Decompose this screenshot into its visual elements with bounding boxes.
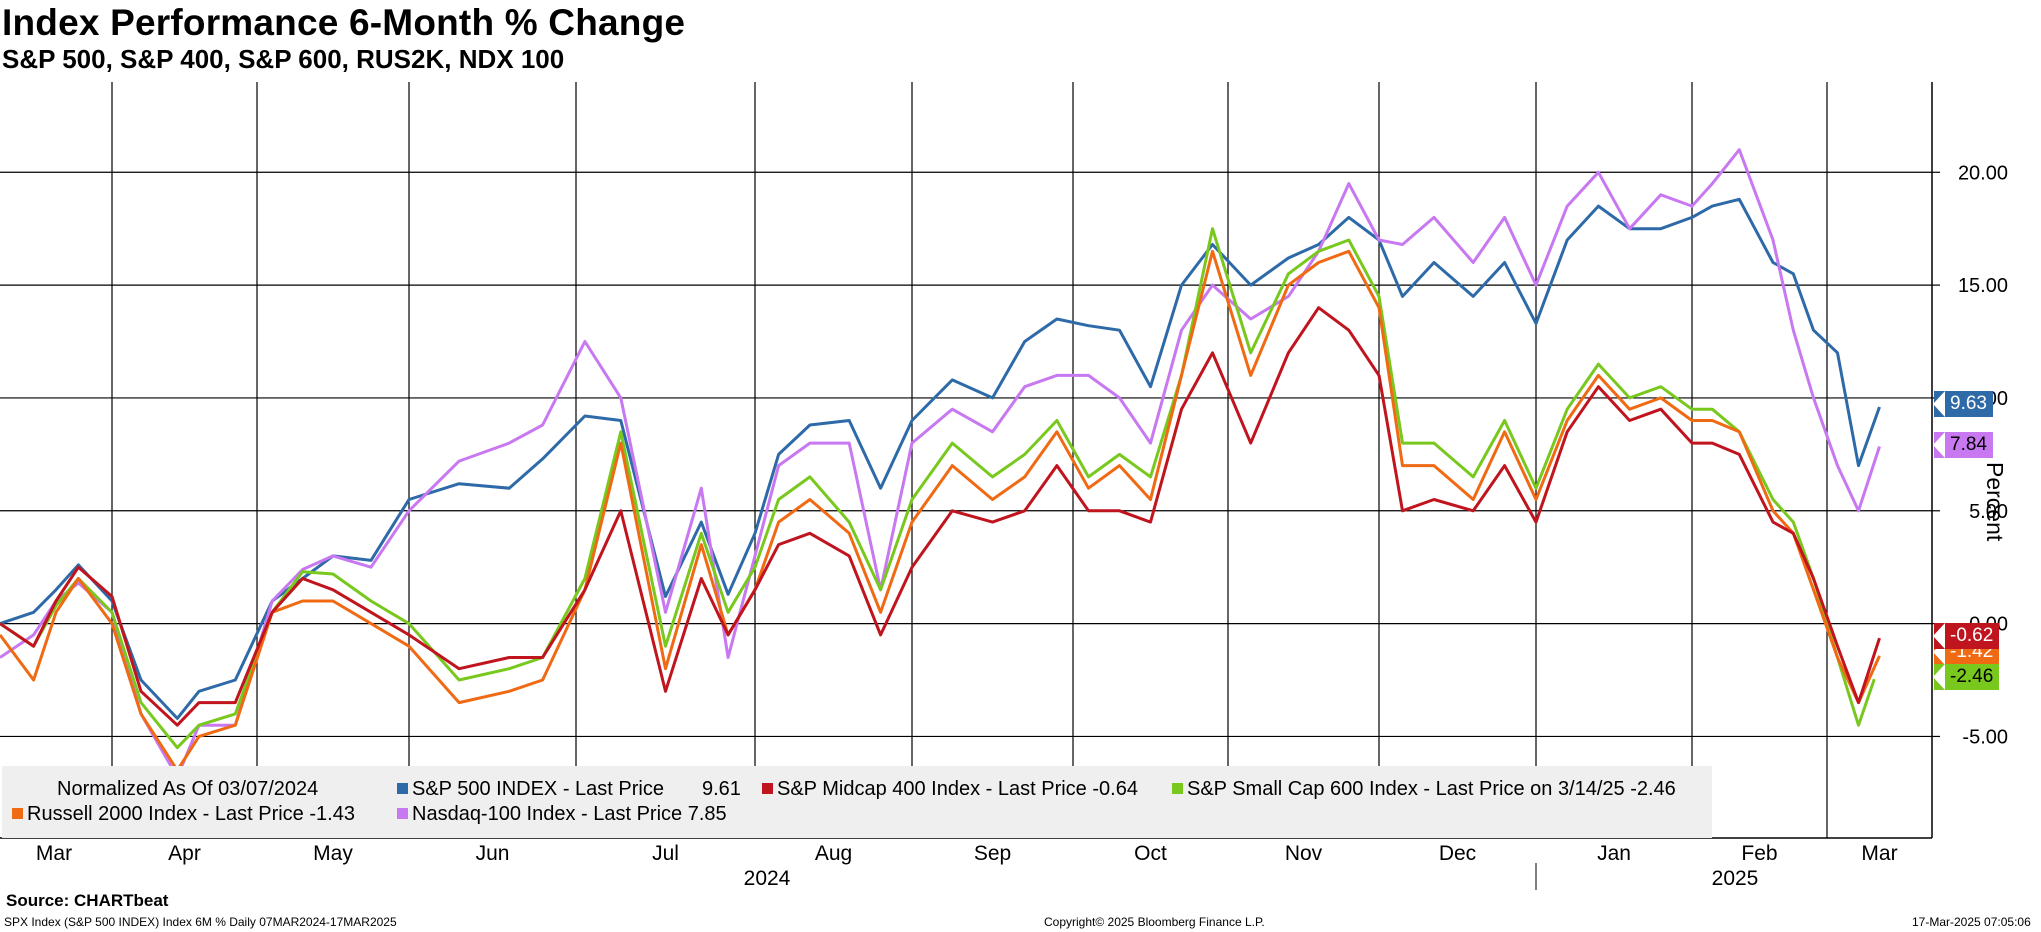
x-year-label: 2024 <box>744 867 791 890</box>
y-tick-label: 5.00 <box>1969 501 2008 523</box>
legend-label-ndx: Nasdaq-100 Index - Last Price 7.85 <box>412 803 727 825</box>
last-value-tag-mid: -0.62 <box>1932 623 2000 649</box>
chart-subtitle: S&P 500, S&P 400, S&P 600, RUS2K, NDX 10… <box>2 44 565 74</box>
x-tick-label: Jul <box>652 842 679 865</box>
legend-label-spx: S&P 500 INDEX - Last Price <box>412 778 664 800</box>
x-tick-label: Aug <box>815 842 852 865</box>
x-tick-label: Nov <box>1285 842 1323 865</box>
legend-swatch-rut <box>12 808 23 819</box>
last-value-tag-small: -2.46 <box>1932 664 2000 690</box>
legend-value-spx: 9.61 <box>702 778 741 800</box>
footer-copyright: Copyright© 2025 Bloomberg Finance L.P. <box>1044 915 1265 929</box>
footer-left: SPX Index (S&P 500 INDEX) Index 6M % Dai… <box>4 915 397 929</box>
series-lines <box>0 148 1881 779</box>
x-tick-label: Dec <box>1439 842 1476 865</box>
legend-item-spx: S&P 500 INDEX - Last Price <box>397 778 664 801</box>
source-label: Source: CHARTbeat <box>6 891 169 910</box>
x-tick-label: May <box>313 842 353 865</box>
legend-label-rut: Russell 2000 Index - Last Price -1.43 <box>27 803 355 825</box>
series-line-ndx <box>0 148 1881 779</box>
legend-swatch-spx <box>397 783 408 794</box>
footer-timestamp: 17-Mar-2025 07:05:06 <box>1912 915 2031 929</box>
legend-label-small: S&P Small Cap 600 Index - Last Price on … <box>1187 778 1676 800</box>
x-tick-label: Apr <box>168 842 201 865</box>
legend: Normalized As Of 03/07/2024 S&P 500 INDE… <box>2 766 1712 838</box>
x-tick-label: Feb <box>1741 842 1777 865</box>
x-tick-label: Jan <box>1597 842 1631 865</box>
x-tick-label: Mar <box>36 842 72 865</box>
y-tick-label: 15.00 <box>1958 275 2008 297</box>
x-tick-label: Jun <box>476 842 510 865</box>
legend-normalized: Normalized As Of 03/07/2024 <box>57 778 319 800</box>
x-tick-label: Sep <box>974 842 1011 865</box>
legend-label-mid: S&P Midcap 400 Index - Last Price -0.64 <box>777 778 1138 800</box>
legend-item-mid: S&P Midcap 400 Index - Last Price -0.64 <box>762 778 1138 801</box>
legend-item-ndx: Nasdaq-100 Index - Last Price 7.85 <box>397 803 727 826</box>
legend-item-small: S&P Small Cap 600 Index - Last Price on … <box>1172 778 1676 801</box>
grid <box>0 82 1932 838</box>
y-tick-label: -5.00 <box>1962 726 2008 748</box>
series-line-mid <box>0 306 1881 727</box>
x-tick-label: Oct <box>1134 842 1167 865</box>
series-line-small <box>0 227 1876 750</box>
x-tick-label: Mar <box>1861 842 1897 865</box>
legend-item-rut: Russell 2000 Index - Last Price -1.43 <box>12 803 355 826</box>
y-axis-label: Percent <box>1982 462 2008 542</box>
last-value-tag-spx: 9.63 <box>1933 391 1993 417</box>
last-value-tag-ndx: 7.84 <box>1933 432 1993 458</box>
series-line-rut <box>0 249 1881 772</box>
chart-title: Index Performance 6-Month % Change <box>2 2 686 43</box>
y-tick-label: 20.00 <box>1958 162 2008 184</box>
legend-swatch-mid <box>762 783 773 794</box>
axes: -5.000.005.0010.0015.0020.00MarAprMayJun… <box>0 82 2008 890</box>
legend-swatch-small <box>1172 783 1183 794</box>
legend-swatch-ndx <box>397 808 408 819</box>
x-year-label: 2025 <box>1712 867 1759 890</box>
